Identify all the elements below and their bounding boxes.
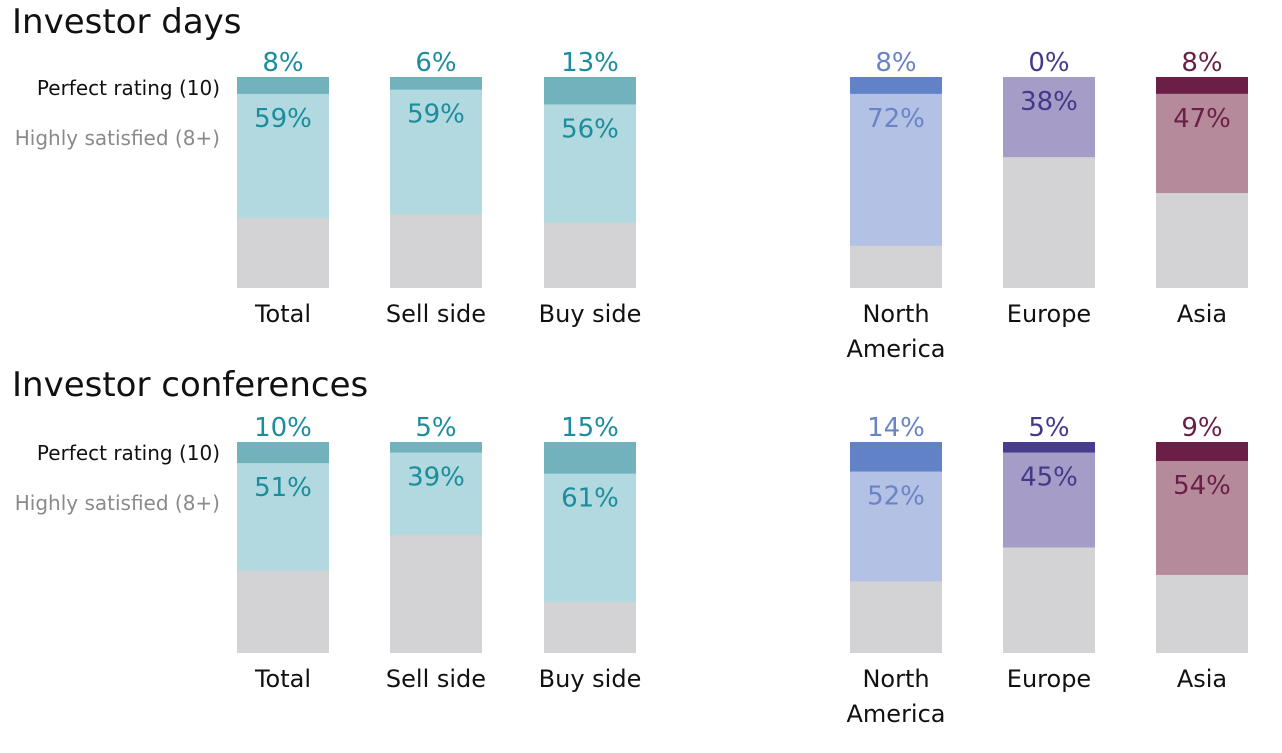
bar-highly-satisfied-sell-side <box>390 452 482 535</box>
category-label-total: Total <box>254 300 311 328</box>
bar-highly-satisfied-asia <box>1156 460 1248 575</box>
category-label-buy-side: Buy side <box>539 300 642 328</box>
label-highly-satisfied-asia: 54% <box>1173 471 1231 501</box>
category-label-europe: Europe <box>1007 300 1091 328</box>
label-highly-satisfied-north-america: 52% <box>867 482 925 512</box>
category-label-buy-side: Buy side <box>539 665 642 693</box>
label-highly-satisfied-buy-side: 61% <box>561 484 619 514</box>
label-highly-satisfied-north-america: 72% <box>867 104 925 134</box>
label-highly-satisfied-sell-side: 59% <box>407 100 465 130</box>
label-perfect-rating-total: 8% <box>262 48 303 78</box>
label-highly-satisfied-buy-side: 56% <box>561 114 619 144</box>
label-highly-satisfied-asia: 47% <box>1173 104 1231 134</box>
category-label-sell-side: Sell side <box>386 300 486 328</box>
bar-perfect-rating-asia <box>1156 442 1248 461</box>
label-perfect-rating-sell-side: 5% <box>415 413 456 443</box>
bar-perfect-rating-buy-side <box>544 77 636 105</box>
legend-highly-satisfied: Highly satisfied (8+) <box>15 491 220 515</box>
section-title-investor-days: Investor days <box>12 2 242 42</box>
legend-perfect-rating: Perfect rating (10) <box>37 76 220 100</box>
bar-perfect-rating-north-america <box>850 442 942 472</box>
bar-highly-satisfied-buy-side <box>544 104 636 223</box>
section-title-investor-conferences: Investor conferences <box>12 365 368 405</box>
bar-highly-satisfied-asia <box>1156 93 1248 194</box>
bar-highly-satisfied-europe <box>1003 452 1095 548</box>
label-perfect-rating-sell-side: 6% <box>415 48 456 78</box>
legend-highly-satisfied: Highly satisfied (8+) <box>15 126 220 150</box>
label-highly-satisfied-total: 59% <box>254 104 312 134</box>
category-label-north-america: North America <box>847 300 946 363</box>
label-perfect-rating-north-america: 8% <box>875 48 916 78</box>
label-highly-satisfied-europe: 45% <box>1020 463 1078 493</box>
label-highly-satisfied-total: 51% <box>254 473 312 503</box>
bar-highly-satisfied-sell-side <box>390 89 482 215</box>
category-label-asia: Asia <box>1177 665 1227 693</box>
label-perfect-rating-asia: 9% <box>1181 413 1222 443</box>
bar-perfect-rating-north-america <box>850 77 942 94</box>
category-label-europe: Europe <box>1007 665 1091 693</box>
category-label-asia: Asia <box>1177 300 1227 328</box>
label-perfect-rating-europe: 5% <box>1028 413 1069 443</box>
bar-highly-satisfied-north-america <box>850 93 942 246</box>
bar-highly-satisfied-europe <box>1003 77 1095 158</box>
label-highly-satisfied-sell-side: 39% <box>407 463 465 493</box>
legend-perfect-rating: Perfect rating (10) <box>37 441 220 465</box>
investor-conferences-bars: 10% 51% Total 5% 39% Sell side 15% 61% Buy side 1… <box>237 413 1248 728</box>
bar-perfect-rating-sell-side <box>390 77 482 90</box>
bar-perfect-rating-europe <box>1003 442 1095 453</box>
investor-days-bars: 8% 59% Total 6% 59% Sell side 13% 56% Buy side 8%… <box>237 48 1248 363</box>
bar-perfect-rating-total <box>237 442 329 464</box>
label-perfect-rating-north-america: 14% <box>867 413 925 443</box>
label-perfect-rating-buy-side: 13% <box>561 48 619 78</box>
label-perfect-rating-asia: 8% <box>1181 48 1222 78</box>
bar-highly-satisfied-total <box>237 93 329 219</box>
bar-highly-satisfied-north-america <box>850 471 942 582</box>
bar-perfect-rating-asia <box>1156 77 1248 94</box>
bar-highly-satisfied-buy-side <box>544 473 636 603</box>
label-highly-satisfied-europe: 38% <box>1020 87 1078 117</box>
category-label-total: Total <box>254 665 311 693</box>
label-perfect-rating-total: 10% <box>254 413 312 443</box>
bar-highly-satisfied-total <box>237 463 329 571</box>
bar-perfect-rating-sell-side <box>390 442 482 453</box>
bar-perfect-rating-total <box>237 77 329 94</box>
label-perfect-rating-buy-side: 15% <box>561 413 619 443</box>
bar-perfect-rating-buy-side <box>544 442 636 474</box>
label-perfect-rating-europe: 0% <box>1028 48 1069 78</box>
category-label-north-america: North America <box>847 665 946 728</box>
category-label-sell-side: Sell side <box>386 665 486 693</box>
